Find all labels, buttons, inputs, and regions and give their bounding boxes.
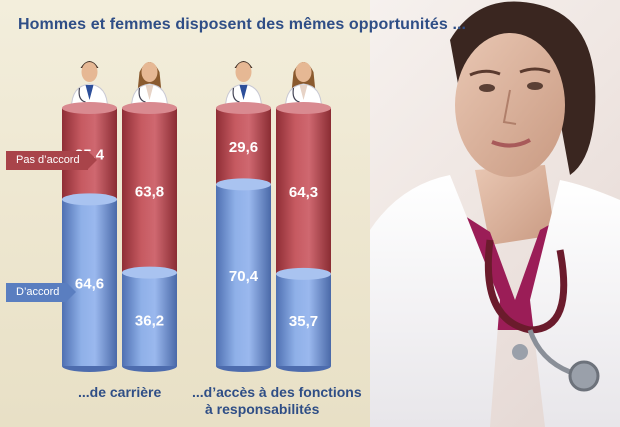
group-label-responsibility-line1: ...d’accès à des fonctions <box>192 384 362 400</box>
bar-disagree-3 <box>276 108 331 274</box>
bar-separator-0 <box>62 193 117 206</box>
value-label-agree-3: 35,7 <box>289 313 318 330</box>
bar-agree-0 <box>62 199 117 366</box>
bar-disagree-2 <box>216 108 271 185</box>
bar-bottom-cap-2 <box>216 366 271 372</box>
bar-separator-3 <box>276 267 331 280</box>
bar-agree-3 <box>276 273 331 366</box>
bar-top-cap-2 <box>216 102 271 114</box>
bar-separator-2 <box>216 178 271 191</box>
female-doctor-icon <box>130 62 169 109</box>
bar-agree-1 <box>122 272 177 366</box>
bar-agree-2 <box>216 184 271 366</box>
bar-separator-1 <box>122 266 177 279</box>
group-label-responsibility-line2: à responsabilités <box>205 401 320 417</box>
value-label-agree-1: 36,2 <box>135 312 164 329</box>
value-label-agree-0: 64,6 <box>75 276 104 293</box>
bar-disagree-1 <box>122 108 177 273</box>
bar-bottom-cap-1 <box>122 366 177 372</box>
bar-top-cap-0 <box>62 102 117 114</box>
bar-top-cap-3 <box>276 102 331 114</box>
bar-bottom-cap-3 <box>276 366 331 372</box>
value-label-agree-2: 70,4 <box>229 268 259 285</box>
chart-title: Hommes et femmes disposent des mêmes opp… <box>18 16 467 33</box>
male-doctor-icon <box>224 61 263 109</box>
legend-agree: D’accord <box>6 283 77 302</box>
legend-disagree: Pas d’accord <box>6 151 97 170</box>
doctor-photo <box>370 0 620 427</box>
female-doctor-icon <box>284 62 323 109</box>
bar-top-cap-1 <box>122 102 177 114</box>
value-label-disagree-3: 64,3 <box>289 184 318 201</box>
woman-doctor-illustration <box>370 1 620 427</box>
value-label-disagree-2: 29,6 <box>229 139 258 156</box>
male-doctor-icon <box>70 61 109 109</box>
group-label-career: ...de carrière <box>78 384 162 400</box>
value-label-disagree-1: 63,8 <box>135 183 164 200</box>
bar-bottom-cap-0 <box>62 366 117 372</box>
stacked-bar-chart: 35,464,663,836,229,670,464,335,7 <box>62 61 331 372</box>
